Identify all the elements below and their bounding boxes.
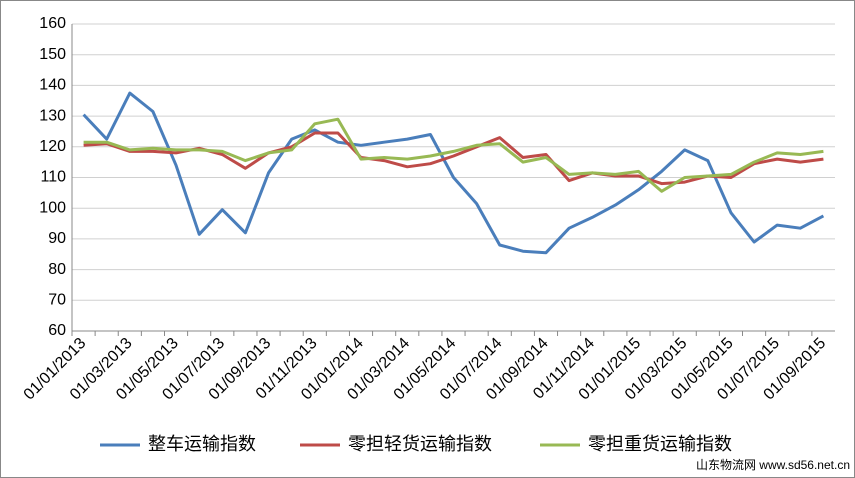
series-line: [83, 117, 824, 193]
y-tick-label: 60: [48, 322, 66, 339]
y-tick-label: 110: [40, 169, 66, 186]
y-tick-label: 120: [39, 138, 66, 155]
legend-label: 零担轻货运输指数: [348, 434, 492, 454]
y-tick-label: 100: [39, 199, 66, 216]
y-tick-label: 80: [48, 261, 66, 278]
watermark: 山东物流网 www.sd56.net.cn: [696, 458, 850, 472]
y-tick-label: 140: [39, 77, 66, 94]
legend-label: 零担重货运输指数: [588, 434, 732, 454]
y-tick-label: 70: [48, 292, 66, 309]
y-tick-label: 150: [39, 46, 66, 63]
y-tick-label: 90: [48, 230, 66, 247]
legend-label: 整车运输指数: [148, 434, 256, 454]
y-tick-label: 160: [39, 15, 66, 32]
y-tick-label: 130: [39, 107, 66, 124]
series-line: [82, 91, 825, 255]
